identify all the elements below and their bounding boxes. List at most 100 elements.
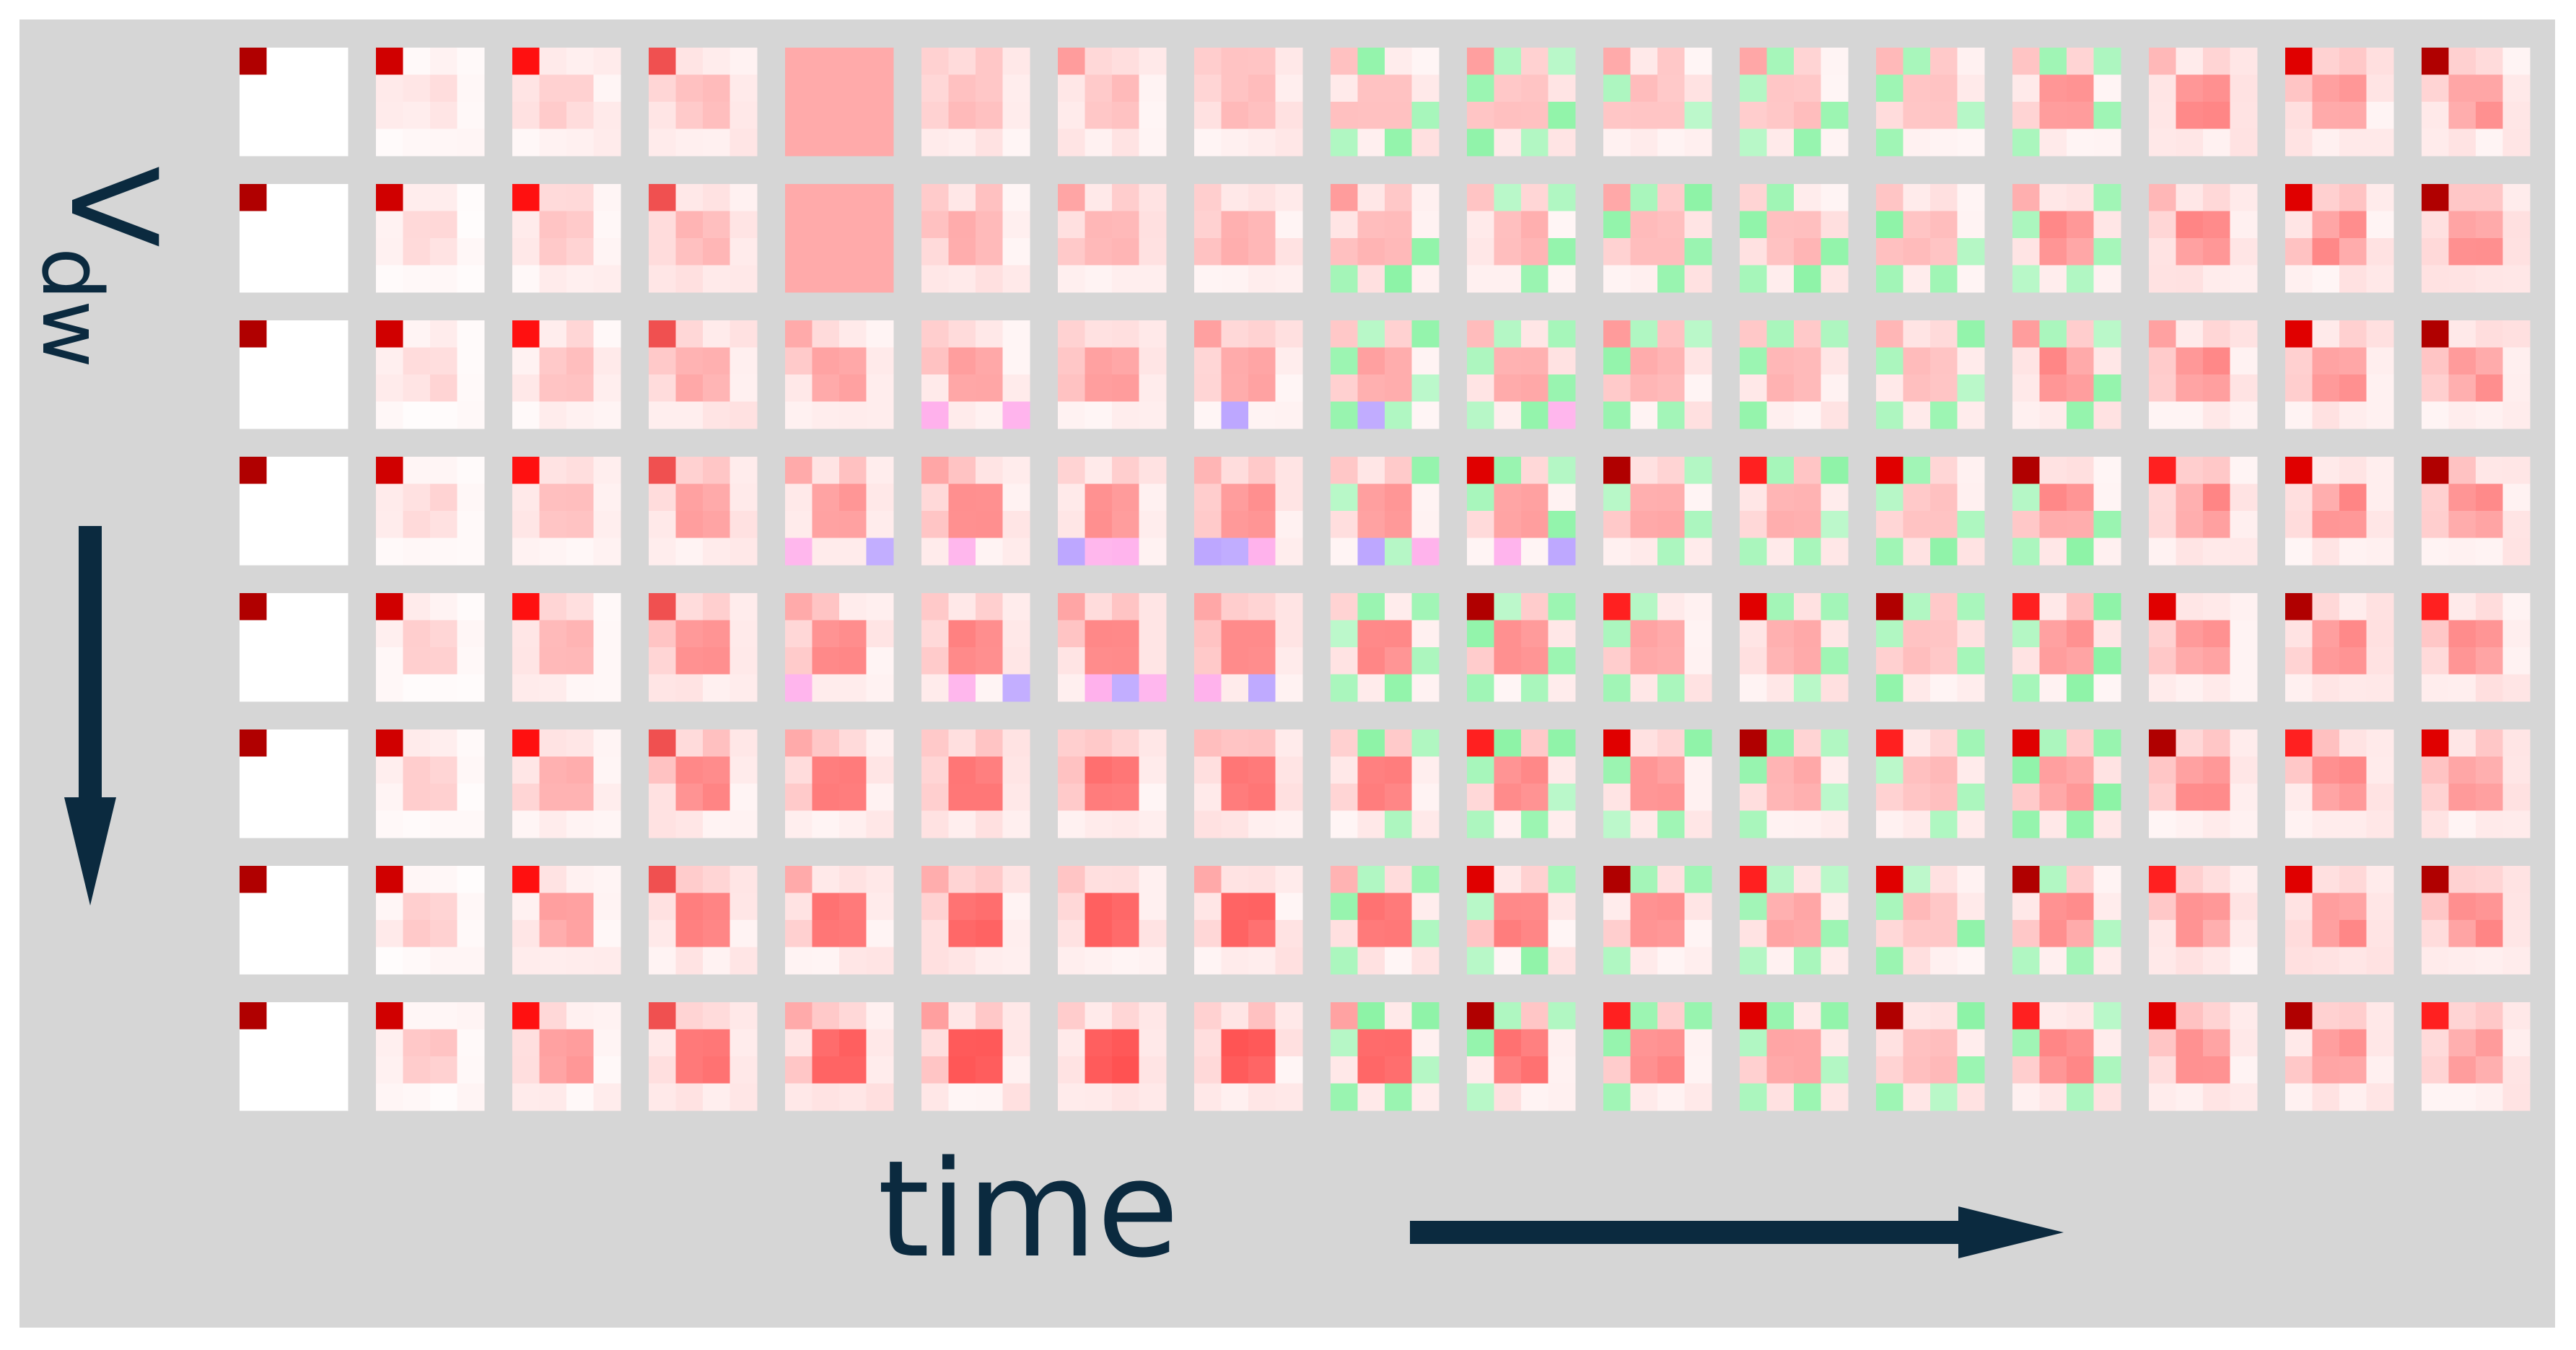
- tile-cell: [1876, 74, 1903, 102]
- tile-cell: [1603, 538, 1631, 566]
- tile-cell: [593, 1029, 621, 1057]
- tile-cell: [1821, 620, 1849, 648]
- tile-cell: [2203, 810, 2230, 838]
- tile-cell: [1766, 401, 1795, 429]
- tile-cell: [812, 457, 840, 484]
- tile-cell: [2422, 647, 2449, 675]
- tile-cell: [2422, 320, 2449, 348]
- tile-cell: [812, 483, 840, 512]
- tile-cell: [2067, 1029, 2094, 1057]
- tile: [2149, 1002, 2258, 1111]
- tile-cell: [1930, 238, 1958, 266]
- tile: [1603, 729, 1712, 838]
- tile-cell: [730, 1083, 758, 1111]
- tile-cell: [1603, 1029, 1631, 1057]
- tile-cell: [839, 947, 867, 975]
- tile-cell: [2339, 184, 2367, 211]
- tile-cell: [2476, 374, 2503, 402]
- tile-cell: [2339, 511, 2367, 538]
- tile-cell: [730, 1029, 758, 1057]
- tile-cell: [1684, 128, 1712, 157]
- tile-cell: [376, 620, 403, 648]
- tile-cell: [1112, 893, 1139, 921]
- tile-cell: [2448, 211, 2476, 239]
- tile-cell: [566, 1002, 594, 1030]
- tile-cell: [1794, 810, 1821, 838]
- tile-cell: [240, 401, 267, 429]
- tile: [921, 320, 1030, 429]
- tile-cell: [948, 538, 976, 566]
- tile-cell: [1331, 674, 1358, 702]
- tile-cell: [1002, 1056, 1030, 1084]
- tile-cell: [2476, 128, 2503, 157]
- tile-cell: [2422, 920, 2449, 947]
- tile: [1603, 866, 1712, 975]
- tile-cell: [1630, 401, 1658, 429]
- tile-cell: [376, 511, 403, 538]
- tile-cell: [785, 756, 812, 784]
- tile-cell: [2339, 674, 2367, 702]
- tile-cell: [948, 647, 976, 675]
- tile-cell: [2176, 620, 2204, 648]
- tile: [2012, 729, 2121, 838]
- tile-cell: [1548, 647, 1576, 675]
- tile-cell: [2285, 48, 2313, 75]
- tile-cell: [2285, 128, 2313, 157]
- tile-cell: [1657, 48, 1685, 75]
- tile-cell: [1740, 374, 1767, 402]
- tile-cell: [2230, 866, 2258, 893]
- tile-cell: [512, 1083, 540, 1111]
- tile-cell: [266, 48, 294, 75]
- tile-cell: [948, 920, 976, 947]
- tile-cell: [1930, 347, 1958, 375]
- tile-cell: [2312, 947, 2340, 975]
- tile-cell: [457, 893, 485, 921]
- tile-cell: [1521, 647, 1548, 675]
- tile-cell: [539, 729, 567, 757]
- tile-cell: [730, 238, 758, 266]
- tile-cell: [1657, 265, 1685, 293]
- tile-cell: [976, 347, 1003, 375]
- tile-cell: [1275, 947, 1303, 975]
- tile-cell: [2312, 538, 2340, 566]
- tile-cell: [2230, 893, 2258, 921]
- tile-cell: [649, 674, 676, 702]
- tile-cell: [948, 347, 976, 375]
- tile-cell: [1548, 810, 1576, 838]
- tile-cell: [566, 893, 594, 921]
- tile-cell: [266, 756, 294, 784]
- tile-cell: [1058, 756, 1085, 784]
- tile-cell: [1085, 893, 1113, 921]
- tile-cell: [1876, 1083, 1903, 1111]
- tile-cell: [1139, 184, 1167, 211]
- tile-cell: [2230, 729, 2258, 757]
- tile-cell: [403, 401, 431, 429]
- tile-cell: [2012, 1029, 2040, 1057]
- tile-cell: [2093, 238, 2121, 266]
- tile-cell: [1194, 374, 1222, 402]
- tile-cell: [812, 320, 840, 348]
- tile-cell: [1684, 1029, 1712, 1057]
- tile-cell: [1221, 866, 1249, 893]
- tile-cell: [240, 374, 267, 402]
- tile: [2149, 866, 2258, 975]
- tile-cell: [866, 729, 894, 757]
- tile-cell: [1385, 511, 1412, 538]
- tile-cell: [1002, 457, 1030, 484]
- tile-cell: [1357, 620, 1385, 648]
- tile-cell: [2176, 784, 2204, 811]
- tile: [1603, 593, 1712, 702]
- tile-cell: [1357, 511, 1385, 538]
- tile-cell: [240, 48, 267, 75]
- tile: [1603, 320, 1712, 429]
- tile-cell: [403, 184, 431, 211]
- tile-cell: [1821, 184, 1849, 211]
- tile-cell: [1385, 457, 1412, 484]
- tile-cell: [2067, 1056, 2094, 1084]
- tile-cell: [2422, 756, 2449, 784]
- tile-cell: [376, 265, 403, 293]
- tile: [2149, 184, 2258, 293]
- tile-cell: [921, 538, 949, 566]
- tile-cell: [539, 810, 567, 838]
- tile-cell: [1766, 784, 1795, 811]
